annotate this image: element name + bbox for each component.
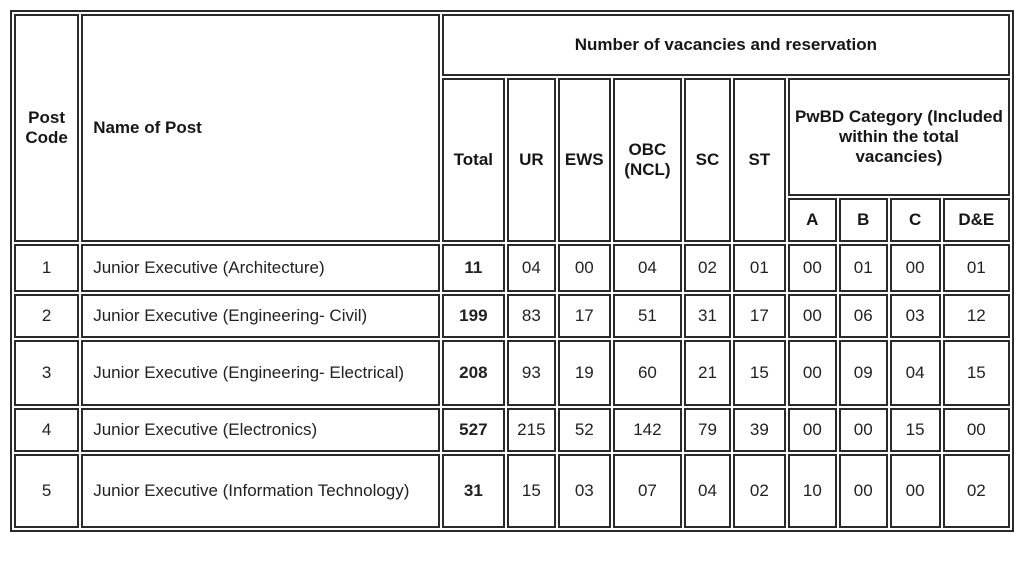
cell-ews: 52 xyxy=(557,408,611,452)
cell-ur: 15 xyxy=(506,454,556,528)
cell-st: 39 xyxy=(732,408,786,452)
header-row-columns: Total UR EWS OBC (NCL) SC ST PwBD Catego… xyxy=(14,78,1010,242)
cell-sc: 79 xyxy=(684,408,731,452)
header-name-of-post: Name of Post xyxy=(81,14,440,242)
cell-sc: 21 xyxy=(684,340,731,406)
cell-ews: 03 xyxy=(557,454,611,528)
header-vacancies-title: Number of vacancies and reservation xyxy=(441,14,1010,76)
table-row: 4 Junior Executive (Electronics) 527 215… xyxy=(14,408,1010,452)
cell-pwbd-c: 15 xyxy=(889,408,941,452)
cell-pwbd-de: 01 xyxy=(942,244,1010,292)
cell-ur: 04 xyxy=(506,244,556,292)
cell-st: 01 xyxy=(732,244,786,292)
table-row: 3 Junior Executive (Engineering- Electri… xyxy=(14,340,1010,406)
cell-post-name: Junior Executive (Engineering- Electrica… xyxy=(81,340,440,406)
cell-pwbd-a: 00 xyxy=(787,244,837,292)
cell-pwbd-de: 12 xyxy=(942,294,1010,338)
table-row: 5 Junior Executive (Information Technolo… xyxy=(14,454,1010,528)
cell-obc: 142 xyxy=(612,408,683,452)
cell-pwbd-c: 04 xyxy=(889,340,941,406)
cell-pwbd-b: 09 xyxy=(838,340,888,406)
cell-post-code: 3 xyxy=(14,340,80,406)
header-row-pwbd-subcolumns: A B C D&E xyxy=(14,198,1010,242)
cell-ews: 19 xyxy=(557,340,611,406)
cell-pwbd-b: 00 xyxy=(838,454,888,528)
header-st: ST xyxy=(732,78,786,242)
cell-st: 02 xyxy=(732,454,786,528)
cell-ews: 00 xyxy=(557,244,611,292)
cell-pwbd-a: 10 xyxy=(787,454,837,528)
cell-pwbd-b: 00 xyxy=(838,408,888,452)
cell-obc: 07 xyxy=(612,454,683,528)
cell-total: 208 xyxy=(441,340,505,406)
vacancy-reservation-table: Post Code Name of Post Number of vacanci… xyxy=(10,10,1014,532)
header-total: Total xyxy=(441,78,505,242)
cell-pwbd-de: 02 xyxy=(942,454,1010,528)
cell-pwbd-de: 00 xyxy=(942,408,1010,452)
cell-post-name: Junior Executive (Information Technology… xyxy=(81,454,440,528)
cell-total: 11 xyxy=(441,244,505,292)
cell-total: 31 xyxy=(441,454,505,528)
cell-sc: 02 xyxy=(684,244,731,292)
cell-pwbd-c: 00 xyxy=(889,454,941,528)
cell-ews: 17 xyxy=(557,294,611,338)
cell-obc: 51 xyxy=(612,294,683,338)
cell-st: 15 xyxy=(732,340,786,406)
cell-obc: 60 xyxy=(612,340,683,406)
cell-post-code: 5 xyxy=(14,454,80,528)
header-sc: SC xyxy=(684,78,731,242)
header-pwbd-b: B xyxy=(838,198,888,242)
cell-ur: 215 xyxy=(506,408,556,452)
header-pwbd-de: D&E xyxy=(942,198,1010,242)
table-row: 2 Junior Executive (Engineering- Civil) … xyxy=(14,294,1010,338)
cell-pwbd-de: 15 xyxy=(942,340,1010,406)
cell-post-name: Junior Executive (Electronics) xyxy=(81,408,440,452)
header-obc-ncl: OBC (NCL) xyxy=(612,78,683,242)
cell-post-code: 1 xyxy=(14,244,80,292)
table-row: 1 Junior Executive (Architecture) 11 04 … xyxy=(14,244,1010,292)
cell-obc: 04 xyxy=(612,244,683,292)
header-ur: UR xyxy=(506,78,556,242)
cell-pwbd-a: 00 xyxy=(787,340,837,406)
table-body: 1 Junior Executive (Architecture) 11 04 … xyxy=(14,244,1010,528)
cell-ur: 83 xyxy=(506,294,556,338)
cell-pwbd-b: 01 xyxy=(838,244,888,292)
header-row-group-title: Post Code Name of Post Number of vacanci… xyxy=(14,14,1010,242)
cell-post-code: 2 xyxy=(14,294,80,338)
table-header: Post Code Name of Post Number of vacanci… xyxy=(14,14,1010,242)
cell-pwbd-a: 00 xyxy=(787,294,837,338)
header-pwbd-title: PwBD Category (Included within the total… xyxy=(787,78,1010,196)
cell-post-code: 4 xyxy=(14,408,80,452)
cell-pwbd-c: 03 xyxy=(889,294,941,338)
header-ews: EWS xyxy=(557,78,611,242)
header-pwbd-a: A xyxy=(787,198,837,242)
cell-total: 527 xyxy=(441,408,505,452)
cell-total: 199 xyxy=(441,294,505,338)
header-post-code: Post Code xyxy=(14,14,80,242)
header-pwbd-c: C xyxy=(889,198,941,242)
cell-pwbd-c: 00 xyxy=(889,244,941,292)
cell-post-name: Junior Executive (Engineering- Civil) xyxy=(81,294,440,338)
cell-ur: 93 xyxy=(506,340,556,406)
cell-st: 17 xyxy=(732,294,786,338)
cell-post-name: Junior Executive (Architecture) xyxy=(81,244,440,292)
cell-pwbd-a: 00 xyxy=(787,408,837,452)
cell-pwbd-b: 06 xyxy=(838,294,888,338)
cell-sc: 31 xyxy=(684,294,731,338)
cell-sc: 04 xyxy=(684,454,731,528)
